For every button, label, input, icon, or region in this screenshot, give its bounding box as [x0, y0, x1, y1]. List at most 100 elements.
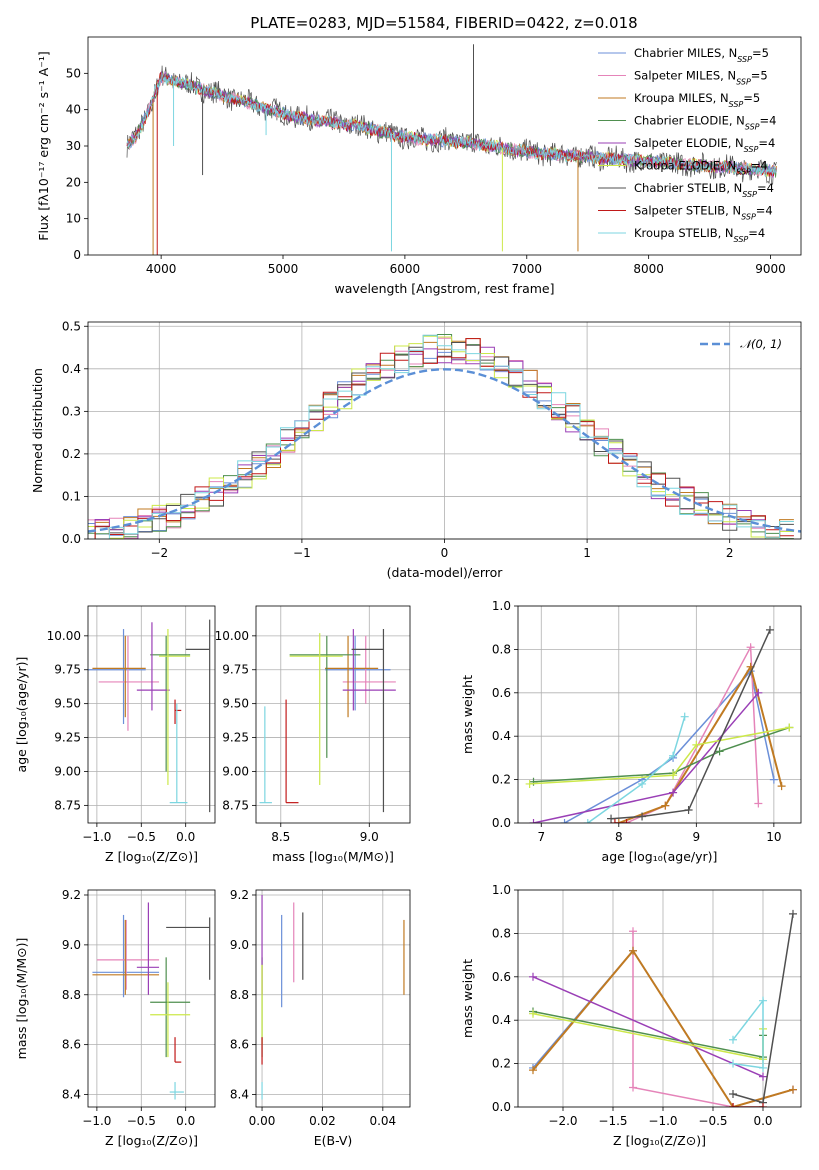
legend-tail: =4 — [751, 159, 768, 173]
y-tick-label: 0.8 — [492, 642, 511, 656]
weight-point-marker — [629, 946, 637, 955]
x-tick-label: −1.0 — [82, 830, 111, 844]
y-axis-label: age [log₁₀(age/yr)] — [14, 657, 29, 773]
y-axis-label: mass weight — [460, 959, 475, 1038]
weight-point-marker — [785, 723, 794, 732]
y-tick-label: 1.0 — [492, 599, 511, 613]
y-axis-label: Normed distribution — [30, 368, 45, 493]
weight-point-marker — [729, 1103, 737, 1107]
legend-text: Kroupa ELODIE, N — [634, 159, 736, 173]
weight-point-marker — [629, 1083, 637, 1092]
y-tick-label: 0.5 — [62, 319, 81, 333]
y-axis-label: mass [log₁₀(M/M⊙)] — [14, 938, 29, 1060]
weight-point-marker — [629, 927, 637, 936]
legend-tail: =5 — [743, 91, 760, 105]
x-axis-label: mass [log₁₀(M/M⊙)] — [272, 849, 394, 864]
legend-text: Salpeter ELODIE, N — [634, 136, 744, 150]
weight-point-marker — [789, 909, 797, 918]
x-tick-label: 8000 — [633, 262, 664, 276]
y-tick-label: 9.75 — [54, 663, 81, 677]
legend-tail: =4 — [758, 136, 775, 150]
weight-point-marker — [729, 1059, 737, 1068]
weight-point-marker — [529, 1009, 537, 1018]
weight-series-line — [533, 692, 759, 823]
x-tick-label: −1.0 — [82, 1114, 111, 1128]
weight-point-marker — [529, 819, 538, 823]
x-tick-label: 2 — [726, 546, 734, 560]
legend-label: Kroupa MILES, NSSP=5 — [634, 91, 760, 109]
legend-sub: SSP — [737, 55, 752, 64]
x-tick-label: 0.02 — [309, 1114, 336, 1128]
weight-point-marker — [777, 782, 786, 791]
y-tick-label: 40 — [66, 103, 81, 117]
histogram-series — [88, 351, 794, 538]
x-tick-label: 7000 — [511, 262, 542, 276]
figure-title: PLATE=0283, MJD=51584, FIBERID=0422, z=0… — [250, 14, 637, 32]
weight-point-marker — [729, 1089, 737, 1098]
legend-text: Chabrier ELODIE, N — [634, 114, 745, 128]
y-tick-label: 8.6 — [230, 1038, 249, 1052]
weight-point-marker — [622, 819, 631, 823]
x-tick-label: 0.0 — [176, 1114, 195, 1128]
y-tick-label: 0.0 — [492, 1100, 511, 1114]
y-tick-label: 9.00 — [222, 764, 249, 778]
spectrum-line — [126, 72, 777, 178]
weight-point-marker — [759, 1072, 767, 1081]
x-tick-label: −0.5 — [127, 830, 156, 844]
x-axis-label: Z [log₁₀(Z/Z⊙)] — [105, 1133, 198, 1148]
legend-sub: SSP — [744, 145, 759, 154]
x-tick-label: 0 — [441, 546, 449, 560]
weight-series-line — [529, 726, 790, 785]
legend-sub: SSP — [741, 212, 756, 221]
y-tick-label: 0.6 — [492, 970, 511, 984]
y-tick-label: 1.0 — [492, 883, 511, 897]
weight-point-marker — [754, 799, 763, 808]
legend-text: Kroupa MILES, N — [634, 91, 729, 105]
legend-sub: SSP — [729, 100, 744, 109]
axes-frame — [87, 605, 216, 824]
weight-point-marker — [607, 814, 616, 823]
y-tick-label: 9.2 — [230, 888, 249, 902]
weight-point-marker — [765, 625, 774, 634]
y-tick-label: 9.0 — [62, 938, 81, 952]
y-axis-label: mass weight — [460, 675, 475, 754]
y-tick-label: 8.4 — [62, 1088, 81, 1102]
x-tick-label: −1 — [293, 546, 311, 560]
weight-point-marker — [525, 779, 534, 788]
y-tick-label: 9.50 — [222, 697, 249, 711]
y-tick-label: 0.8 — [492, 926, 511, 940]
weight-series-line — [610, 629, 771, 820]
x-tick-label: 5000 — [268, 262, 299, 276]
legend-text: Kroupa STELIB, N — [634, 226, 734, 240]
mass-vs-ebv-panel: 0.00 0.02 0.04 8.4 8.6 8.8 9.0 9.2 E(B-V) — [230, 888, 411, 1148]
y-tick-label: 9.2 — [62, 888, 81, 902]
y-tick-label: 0.2 — [492, 773, 511, 787]
x-tick-label: 0.0 — [176, 830, 195, 844]
x-tick-label: 7 — [537, 830, 545, 844]
weight-series-line — [533, 726, 790, 783]
spectrum-line — [126, 74, 777, 177]
legend-sub: SSP — [734, 235, 749, 244]
spectrum-panel: 4000 5000 6000 7000 8000 9000 0 10 20 30 40 50 wavel… — [36, 36, 802, 296]
x-tick-label: −1.5 — [598, 1114, 627, 1128]
y-tick-label: 0.2 — [62, 447, 81, 461]
x-tick-label: 9.0 — [360, 830, 379, 844]
x-tick-label: 9000 — [755, 262, 786, 276]
y-tick-label: 9.25 — [222, 731, 249, 745]
legend-sub: SSP — [736, 167, 751, 176]
weight-point-marker — [680, 712, 689, 721]
weight-point-marker — [715, 747, 724, 756]
legend-tail: =4 — [756, 204, 773, 218]
legend-sub: SSP — [745, 122, 760, 131]
x-tick-label: −2.0 — [548, 1114, 577, 1128]
x-tick-label: −2 — [150, 546, 168, 560]
axes-frame — [255, 605, 411, 824]
axes-frame — [255, 889, 411, 1108]
y-tick-label: 9.0 — [230, 938, 249, 952]
weight-point-marker — [669, 751, 678, 760]
legend-label: Salpeter ELODIE, NSSP=4 — [634, 136, 775, 154]
weight-vs-age-panel: 7 8 9 10 0.0 0.2 0.4 0.6 0.8 1.0 age [log₁₀(age/yr… — [460, 599, 802, 864]
y-tick-label: 8.75 — [222, 798, 249, 812]
y-tick-label: 8.6 — [62, 1038, 81, 1052]
